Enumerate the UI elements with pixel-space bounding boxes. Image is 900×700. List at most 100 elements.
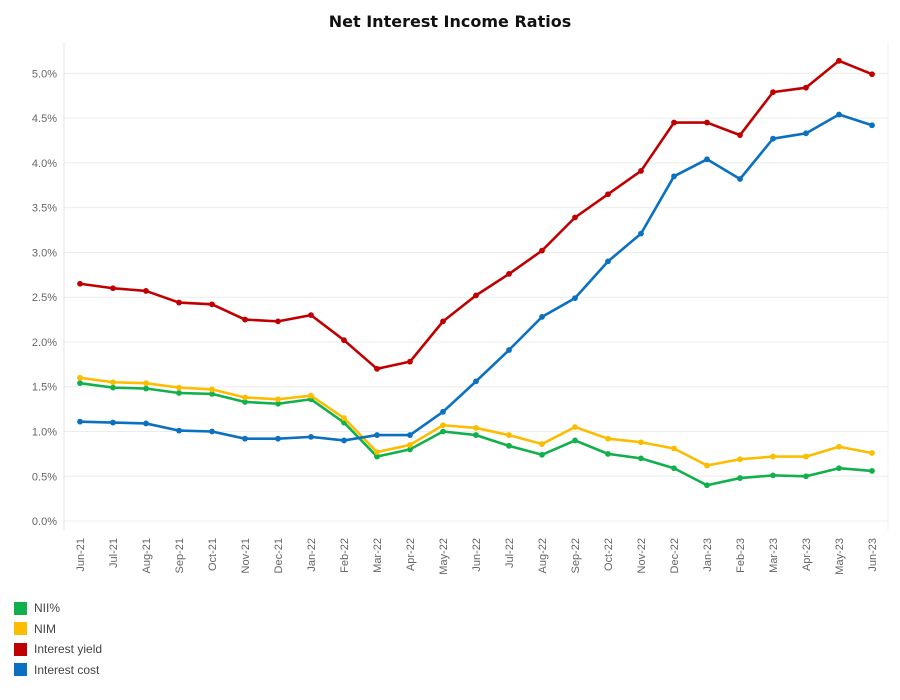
y-gridlines: [64, 72, 888, 522]
data-point: [869, 71, 875, 78]
data-point: [209, 390, 215, 397]
x-tick-label: Jan-23: [702, 538, 714, 572]
legend-swatch: [14, 601, 27, 615]
data-point: [737, 132, 743, 139]
data-point: [407, 442, 413, 448]
data-point: [572, 424, 578, 430]
x-tick-label: May-23: [834, 538, 846, 575]
data-point: [803, 130, 809, 137]
legend-item: NIM: [14, 619, 102, 640]
data-point: [308, 312, 314, 319]
data-point: [77, 374, 83, 381]
y-tick-label: 4.5%: [32, 113, 57, 125]
y-tick-label: 3.0%: [32, 247, 57, 259]
legend-item: Interest cost: [14, 660, 102, 681]
y-axis-tick-labels: 0.0% 0.5% 1.0% 1.5% 2.0% 2.5% 3.0% 3.5% 4.0% 4.5%…: [32, 68, 57, 528]
data-point: [209, 386, 215, 393]
y-tick-label: 2.0%: [32, 337, 57, 349]
series-line: [78, 113, 874, 442]
data-point: [341, 437, 347, 444]
data-point: [737, 456, 743, 463]
data-point: [836, 443, 842, 450]
chart-title: Net Interest Income Ratios: [328, 12, 572, 31]
data-point: [803, 84, 809, 91]
data-point: [506, 347, 512, 353]
x-axis-tick-labels: Jun-21 Jul-21 Aug-21 Sep-21 Oct-21 Nov-21 Dec-…: [75, 538, 879, 575]
series-nim: [77, 374, 875, 469]
data-point: [539, 247, 545, 254]
data-point: [671, 445, 677, 452]
data-point: [572, 214, 578, 221]
data-point: [143, 380, 149, 387]
y-tick-label: 1.5%: [32, 382, 57, 394]
x-tick-label: Jul-21: [108, 538, 120, 568]
data-point: [638, 230, 644, 237]
legend-label: NIM: [34, 621, 56, 636]
data-point: [836, 465, 842, 472]
x-tick-label: Feb-22: [339, 538, 351, 573]
data-point: [374, 449, 380, 455]
x-tick-label: Oct-22: [603, 538, 615, 571]
data-point: [737, 475, 743, 481]
x-tick-label: Oct-21: [207, 538, 219, 571]
data-point: [605, 450, 611, 457]
series-interest-cost: [77, 111, 875, 444]
data-point: [869, 122, 875, 129]
data-point: [671, 465, 677, 472]
y-tick-label: 2.5%: [32, 292, 57, 304]
data-point: [506, 432, 512, 438]
x-tick-label: Jan-22: [306, 538, 318, 572]
data-point: [242, 394, 248, 401]
y-tick-label: 3.5%: [32, 203, 57, 215]
data-point: [869, 468, 875, 474]
data-point: [539, 451, 545, 458]
data-point: [407, 446, 413, 453]
x-tick-label: Aug-21: [141, 538, 153, 573]
data-point: [671, 119, 677, 126]
x-tick-label: Aug-22: [537, 538, 549, 573]
data-point: [77, 280, 83, 287]
data-point: [506, 271, 512, 277]
data-point: [341, 415, 347, 421]
x-tick-label: Nov-22: [636, 538, 648, 573]
data-point: [242, 399, 248, 405]
legend-item: Interest yield: [14, 639, 102, 660]
data-point: [143, 385, 149, 392]
data-point: [176, 299, 182, 306]
x-tick-label: Apr-22: [405, 538, 417, 571]
legend-swatch: [14, 642, 27, 656]
legend-swatch: [14, 622, 27, 636]
data-point: [704, 119, 710, 126]
x-tick-label: Mar-23: [768, 538, 780, 573]
data-point: [110, 419, 116, 426]
data-point: [638, 439, 644, 446]
data-point: [770, 89, 776, 96]
series-nii: [77, 380, 875, 489]
data-point: [242, 435, 248, 442]
data-point: [275, 396, 281, 403]
x-tick-label: Jun-21: [75, 538, 87, 572]
x-tick-label: Dec-21: [273, 538, 285, 573]
data-point: [407, 358, 413, 365]
data-point: [605, 191, 611, 198]
x-tick-label: Jul-22: [504, 538, 516, 568]
series-interest-yield: [77, 57, 875, 372]
x-tick-label: Sep-22: [570, 538, 582, 573]
y-tick-label: 0.0%: [32, 516, 57, 528]
data-point: [209, 301, 215, 308]
data-point: [572, 295, 578, 301]
data-point: [539, 441, 545, 447]
x-tick-label: Nov-21: [240, 538, 252, 573]
data-point: [176, 427, 182, 434]
data-point: [473, 432, 479, 438]
data-point: [737, 176, 743, 182]
legend-item: NII%: [14, 598, 102, 619]
data-point: [803, 473, 809, 480]
x-tick-label: Jun-23: [867, 538, 879, 572]
data-point: [572, 437, 578, 444]
data-point: [473, 378, 479, 385]
x-tick-label: Sep-21: [174, 538, 186, 573]
data-point: [143, 420, 149, 427]
legend-label: NII%: [34, 601, 61, 616]
